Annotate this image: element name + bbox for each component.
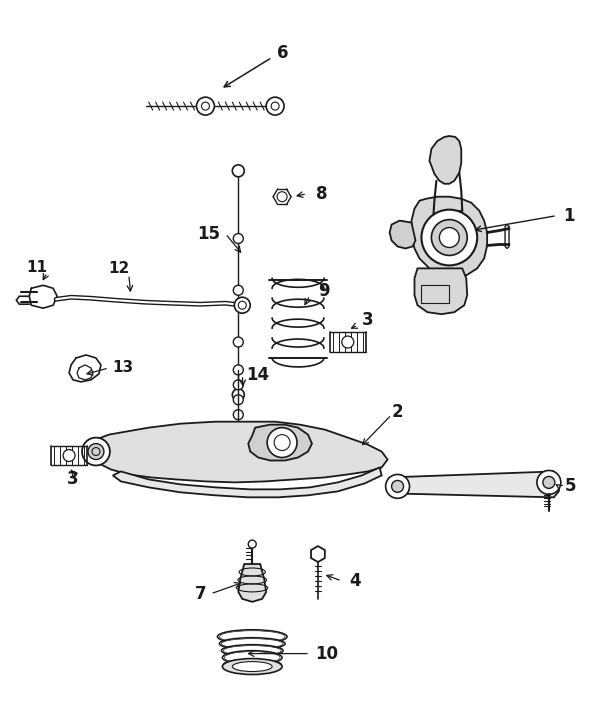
Ellipse shape (222, 658, 282, 674)
Polygon shape (248, 425, 312, 461)
Text: 11: 11 (27, 260, 48, 275)
Circle shape (235, 297, 250, 313)
Polygon shape (311, 546, 325, 562)
Circle shape (385, 475, 410, 498)
Circle shape (277, 192, 287, 202)
Circle shape (233, 409, 243, 420)
Text: 3: 3 (67, 470, 79, 489)
Polygon shape (390, 221, 416, 248)
Polygon shape (89, 422, 388, 482)
Circle shape (266, 97, 284, 115)
Text: 14: 14 (247, 366, 270, 384)
Circle shape (232, 165, 244, 177)
Circle shape (88, 444, 104, 459)
Circle shape (63, 449, 75, 461)
Circle shape (232, 389, 244, 401)
Text: 5: 5 (565, 477, 576, 496)
Bar (421, 285, 449, 304)
Circle shape (421, 210, 477, 266)
Ellipse shape (224, 646, 281, 655)
Text: 12: 12 (108, 261, 130, 276)
Polygon shape (113, 468, 382, 497)
Circle shape (342, 336, 354, 348)
Text: 15: 15 (197, 224, 220, 243)
Text: 10: 10 (315, 645, 338, 662)
Circle shape (233, 380, 243, 390)
Ellipse shape (221, 639, 283, 648)
Circle shape (233, 233, 243, 243)
Text: 3: 3 (362, 311, 373, 329)
Polygon shape (430, 136, 461, 184)
Circle shape (439, 228, 459, 247)
Ellipse shape (232, 662, 272, 672)
Circle shape (196, 97, 215, 115)
Text: 8: 8 (316, 185, 328, 203)
Circle shape (201, 102, 210, 110)
Circle shape (391, 480, 404, 492)
Polygon shape (238, 564, 266, 602)
Text: 6: 6 (278, 44, 289, 62)
Circle shape (82, 437, 110, 465)
Circle shape (233, 285, 243, 295)
Polygon shape (388, 472, 559, 497)
Text: 9: 9 (318, 283, 330, 300)
Circle shape (267, 428, 297, 458)
Text: 13: 13 (112, 360, 133, 376)
Circle shape (248, 540, 256, 548)
Circle shape (543, 477, 555, 489)
Circle shape (431, 219, 467, 255)
Text: 4: 4 (349, 572, 361, 590)
Polygon shape (415, 268, 467, 314)
Text: 1: 1 (563, 207, 574, 224)
Circle shape (271, 102, 279, 110)
Circle shape (537, 470, 561, 494)
Ellipse shape (224, 652, 280, 664)
Circle shape (233, 395, 243, 404)
Polygon shape (411, 197, 487, 278)
Ellipse shape (219, 631, 285, 643)
Text: 7: 7 (195, 585, 206, 603)
Circle shape (233, 337, 243, 347)
Text: 2: 2 (391, 402, 404, 421)
Circle shape (233, 365, 243, 375)
